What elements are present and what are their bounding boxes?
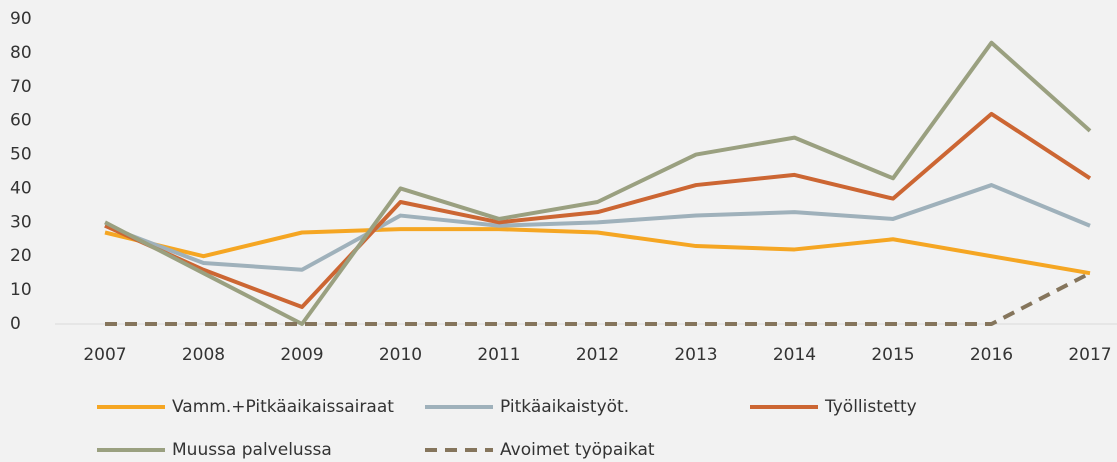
series-line (104, 40, 1092, 326)
x-tick-label: 2012 (576, 345, 619, 365)
y-tick-label: 80 (10, 43, 32, 63)
series-line (104, 111, 1092, 310)
series-line (105, 271, 1091, 326)
x-tick-label: 2017 (1068, 345, 1111, 365)
series-line (104, 227, 1091, 276)
x-tick-label: 2008 (182, 345, 225, 365)
y-tick-label: 30 (10, 212, 32, 232)
legend-label: Työllistetty (824, 397, 917, 417)
y-tick-label: 40 (10, 178, 32, 198)
legend-label: Pitkäaikaistyöt. (500, 397, 629, 417)
x-tick-label: 2009 (280, 345, 323, 365)
y-tick-label: 90 (10, 9, 32, 29)
series-line (104, 183, 1091, 272)
legend-label: Avoimet työpaikat (500, 440, 655, 460)
legend-label: Vamm.+Pitkäaikaissairaat (172, 397, 394, 417)
y-tick-label: 70 (10, 77, 32, 97)
y-tick-label: 10 (10, 280, 32, 300)
y-tick-label: 0 (10, 314, 21, 334)
x-tick-label: 2014 (773, 345, 816, 365)
legend-label: Muussa palvelussa (172, 440, 332, 460)
x-tick-label: 2007 (83, 345, 126, 365)
x-tick-label: 2013 (674, 345, 717, 365)
x-tick-label: 2011 (477, 345, 520, 365)
x-tick-label: 2015 (871, 345, 914, 365)
x-tick-label: 2010 (379, 345, 422, 365)
y-tick-label: 60 (10, 111, 32, 131)
y-tick-label: 50 (10, 145, 32, 165)
y-tick-label: 20 (10, 246, 32, 266)
x-tick-label: 2016 (970, 345, 1013, 365)
